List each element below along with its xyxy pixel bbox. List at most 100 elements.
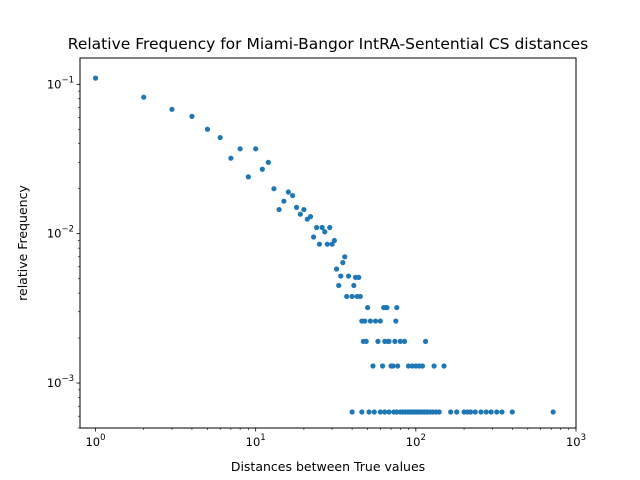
data-point: [405, 363, 412, 369]
data-point: [333, 266, 340, 272]
data-point: [331, 237, 337, 244]
data-point: [189, 113, 195, 119]
data-point: [253, 146, 259, 152]
data-point: [297, 211, 303, 217]
data-point: [377, 318, 383, 324]
x-tick-label: 102: [406, 433, 426, 449]
data-point: [472, 409, 478, 415]
data-point: [322, 229, 328, 235]
data-point: [281, 198, 287, 204]
data-point: [494, 409, 500, 415]
data-point: [419, 363, 426, 369]
data-point: [395, 363, 401, 369]
data-point: [363, 338, 369, 344]
data-point: [327, 224, 333, 231]
data-point: [329, 241, 335, 247]
data-point: [349, 293, 355, 300]
data-point: [169, 106, 175, 112]
data-point: [448, 409, 454, 415]
data-point: [370, 363, 376, 369]
data-point: [342, 254, 348, 260]
chart-title: Relative Frequency for Miami-Bangor IntR…: [68, 35, 588, 53]
data-point: [367, 318, 373, 324]
data-point: [336, 282, 342, 289]
data-point: [92, 75, 99, 81]
data-point: [217, 134, 223, 141]
data-point: [372, 318, 379, 324]
data-point: [265, 159, 271, 165]
data-point: [393, 318, 399, 324]
x-tick-label: 103: [566, 433, 586, 449]
x-axis-label: Distances between True values: [231, 459, 425, 474]
data-point: [422, 338, 429, 344]
data-point: [478, 409, 484, 415]
x-axis-ticks: 100 101 102 103: [85, 428, 586, 449]
data-point: [293, 204, 300, 210]
data-point: [394, 304, 400, 311]
data-point: [371, 409, 377, 415]
x-tick-label: 101: [246, 433, 266, 449]
data-point: [313, 224, 320, 231]
data-point: [392, 338, 398, 344]
data-point: [509, 409, 515, 415]
data-point: [483, 409, 489, 415]
y-axis-label: relative Frequency: [15, 185, 30, 301]
data-point: [340, 260, 346, 266]
data-point: [357, 293, 363, 300]
data-point: [386, 338, 392, 344]
data-point: [319, 224, 325, 231]
data-point: [289, 192, 296, 199]
data-point: [276, 206, 282, 213]
data-point: [550, 409, 556, 415]
data-point: [356, 274, 362, 280]
data-point: [390, 363, 396, 369]
data-point: [394, 409, 400, 415]
data-point: [468, 409, 474, 415]
data-point: [324, 241, 330, 247]
data-point: [488, 409, 494, 415]
data-point: [454, 409, 460, 415]
data-point: [362, 318, 368, 324]
data-point: [351, 282, 357, 289]
data-point: [401, 338, 408, 344]
data-point: [499, 409, 505, 415]
data-point: [345, 273, 352, 279]
y-tick-label: 10−1: [47, 75, 74, 91]
data-point: [344, 293, 350, 300]
data-point: [338, 273, 344, 279]
data-point: [301, 206, 307, 213]
data-point: [359, 409, 365, 415]
data-points: [92, 75, 556, 415]
data-point: [228, 155, 234, 161]
data-point: [245, 174, 251, 180]
data-point: [366, 409, 372, 415]
data-point: [316, 241, 323, 247]
data-point: [379, 363, 386, 369]
data-point: [349, 409, 355, 415]
data-point: [307, 214, 314, 220]
x-tick-label: 100: [85, 433, 105, 449]
data-point: [397, 338, 403, 344]
data-point: [436, 409, 442, 415]
y-axis-ticks: 10−3 10−2 10−1: [47, 75, 80, 390]
data-point: [365, 304, 371, 311]
data-point: [141, 94, 147, 100]
data-point: [377, 409, 383, 415]
data-point: [386, 409, 392, 415]
data-point: [431, 363, 437, 369]
data-point: [384, 304, 390, 311]
data-point: [204, 126, 211, 132]
plot-frame: [79, 57, 577, 429]
data-point: [382, 409, 388, 415]
data-point: [285, 189, 291, 195]
data-point: [237, 146, 243, 152]
data-point: [441, 363, 447, 369]
data-point: [409, 363, 415, 369]
y-tick-label: 10−3: [47, 374, 74, 390]
data-point: [311, 234, 317, 240]
data-point: [375, 338, 381, 344]
data-point: [259, 166, 265, 172]
data-point: [271, 186, 277, 192]
y-tick-label: 10−2: [47, 225, 74, 241]
